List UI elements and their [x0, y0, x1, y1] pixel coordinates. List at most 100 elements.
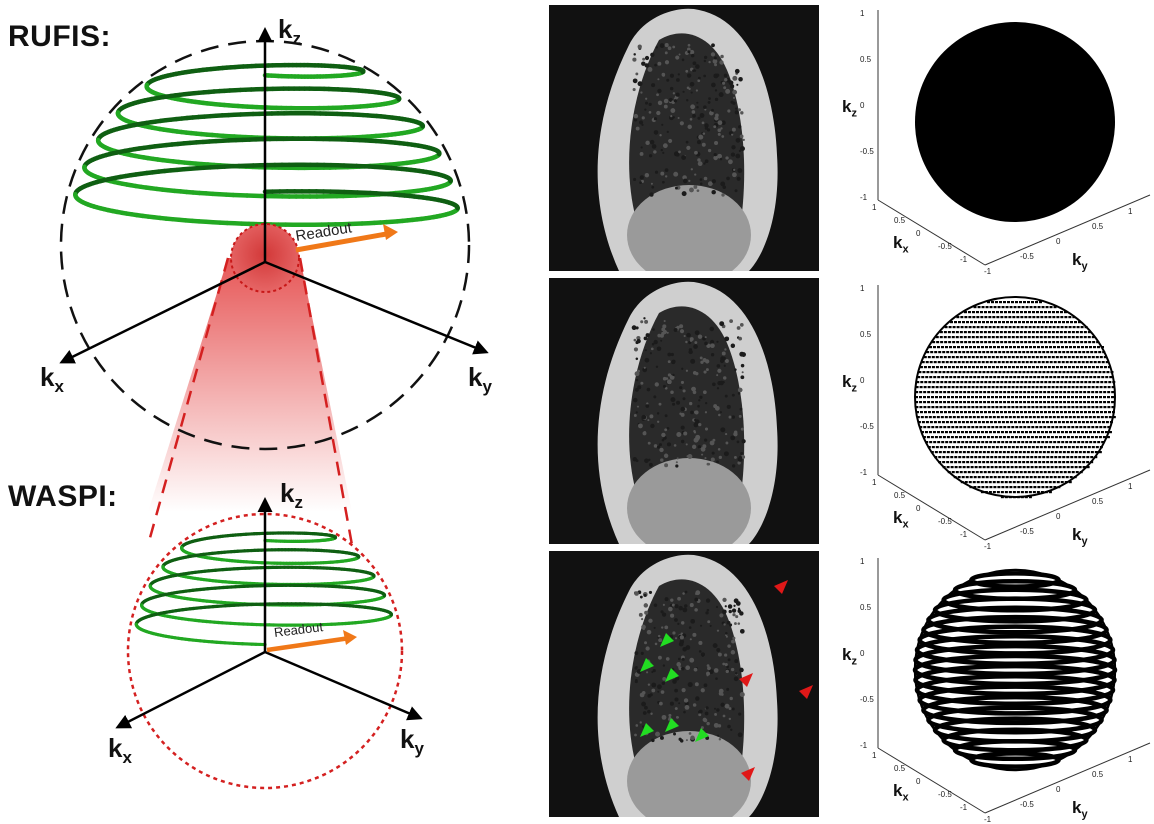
y-tick-label: 0 — [1056, 237, 1060, 246]
mri-speckle — [680, 640, 685, 645]
mri-speckle — [676, 662, 681, 667]
mri-speckle — [656, 111, 660, 115]
mri-speckle — [738, 622, 741, 625]
mri-speckle — [663, 143, 668, 148]
mri-speckle — [704, 60, 706, 62]
mri-speckle — [734, 659, 738, 663]
mri-speckle — [640, 382, 643, 385]
mri-speckle — [636, 339, 640, 343]
z-tick-label: -0.5 — [860, 147, 874, 156]
z-tick-label: -0.5 — [860, 422, 874, 431]
mri-speckle — [711, 52, 715, 56]
x-tick-label: 0.5 — [894, 764, 905, 773]
mri-speckle — [740, 134, 744, 138]
mri-speckle — [644, 603, 648, 607]
mri-speckle — [675, 637, 677, 639]
mri-speckle — [725, 605, 727, 607]
mri-speckle — [667, 442, 671, 446]
mri-speckle — [662, 677, 666, 681]
mri-speckle — [715, 98, 718, 101]
mri-speckle — [644, 367, 646, 369]
mri-speckle — [649, 463, 653, 467]
mri-speckle — [717, 735, 719, 737]
mri-speckle — [713, 59, 718, 64]
mri-speckle — [643, 317, 645, 319]
mri-speckle — [737, 441, 740, 444]
mri-speckle — [665, 60, 669, 64]
mri-speckle — [681, 368, 683, 370]
mri-speckle — [655, 382, 659, 386]
mri-speckle — [730, 101, 733, 104]
mri-speckle — [724, 365, 726, 367]
mri-speckle — [634, 414, 637, 417]
mri-speckle — [648, 683, 650, 685]
mri-speckle — [634, 347, 638, 351]
mri-speckle — [644, 337, 648, 341]
mri-speckle — [723, 623, 725, 625]
mri-speckle — [686, 739, 688, 741]
mri-speckle — [700, 625, 702, 627]
mri-speckle — [725, 433, 727, 435]
mri-speckle — [722, 357, 726, 361]
mri-speckle — [684, 698, 688, 702]
mri-speckle — [693, 185, 697, 189]
mri-speckle — [740, 629, 745, 634]
mri-speckle — [649, 103, 652, 106]
mri-speckle — [641, 61, 645, 65]
mri-speckle — [657, 412, 659, 414]
mri-speckle — [678, 666, 681, 669]
mri-speckle — [668, 139, 672, 143]
x-tick-label: -0.5 — [938, 517, 952, 526]
mri-speckle — [686, 443, 688, 445]
mri-speckle — [698, 641, 702, 645]
mri-speckle — [705, 611, 708, 614]
mri-speckle — [681, 426, 685, 430]
plot-ky-label: ky — [1072, 250, 1088, 272]
mri-speckle — [692, 445, 696, 449]
mri-speckle — [658, 635, 660, 637]
mri-speckle — [740, 452, 743, 455]
mri-speckle — [711, 190, 715, 194]
mri-speckle — [708, 97, 711, 100]
mri-speckle — [635, 651, 639, 655]
mri-speckle — [713, 404, 717, 408]
mri-speckle — [695, 590, 700, 595]
mri-speckle — [644, 641, 647, 644]
mri-speckle — [729, 319, 733, 323]
mri-speckle — [685, 705, 690, 710]
mri-speckle — [714, 713, 717, 716]
mri-speckle — [672, 631, 675, 634]
mri-speckle — [714, 668, 719, 673]
mri-speckle — [672, 679, 677, 684]
mri-speckle — [722, 352, 726, 356]
mri-speckle — [674, 698, 678, 702]
mri-speckle — [704, 177, 708, 181]
mri-speckle — [727, 405, 731, 409]
mri-speckle — [650, 713, 652, 715]
mri-speckle — [708, 101, 711, 104]
mri-speckle — [700, 182, 703, 185]
mri-speckle — [695, 437, 700, 442]
mri-speckle — [678, 606, 682, 610]
mri-speckle — [668, 46, 672, 50]
mri-speckle — [689, 402, 692, 405]
mri-speckle — [673, 92, 675, 94]
mri-speckle — [642, 116, 645, 119]
mri-speckle — [681, 413, 685, 417]
mri-speckle — [662, 715, 667, 720]
mri-speckle — [693, 344, 698, 349]
mri-speckle — [670, 397, 675, 402]
mri-speckle — [645, 98, 647, 100]
mri-speckle — [664, 428, 667, 431]
mri-speckle — [651, 689, 655, 693]
mri-speckle — [677, 623, 679, 625]
mri-speckle — [662, 324, 666, 328]
y-tick-label: -1 — [984, 815, 991, 824]
mri-speckle — [719, 613, 723, 617]
mri-speckle — [664, 625, 668, 629]
mri-speckle — [695, 330, 700, 335]
mri-speckle — [711, 457, 715, 461]
mri-speckle — [681, 381, 684, 384]
mri-speckle — [725, 442, 728, 445]
y-tick-label: 0 — [1056, 785, 1060, 794]
